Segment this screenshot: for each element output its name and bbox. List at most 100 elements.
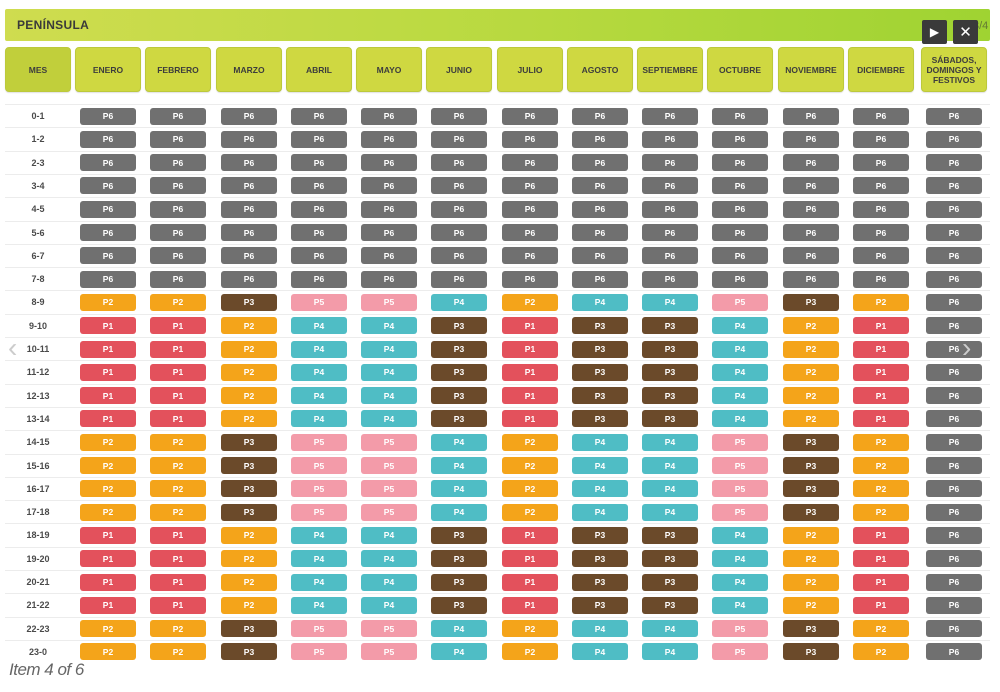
period-badge: P4: [572, 457, 628, 474]
period-badge: P3: [431, 410, 487, 428]
period-badge: P6: [712, 200, 768, 218]
period-badge: P2: [853, 433, 909, 451]
period-badge: P4: [572, 643, 628, 661]
row-divider: [5, 360, 990, 362]
period-badge: P1: [853, 317, 909, 335]
period-badge: P3: [221, 620, 277, 638]
period-badge: P2: [150, 480, 206, 498]
period-badge: P3: [221, 293, 277, 311]
period-badge: P6: [150, 130, 206, 148]
period-badge: P3: [221, 643, 277, 661]
period-badge: P1: [502, 387, 558, 405]
period-badge: P6: [642, 130, 698, 148]
period-badge: P2: [150, 643, 206, 661]
row-hour-label: 22-23: [26, 623, 50, 634]
close-button[interactable]: ✕: [953, 20, 978, 44]
period-badge: P2: [502, 643, 558, 661]
period-badge: P6: [221, 177, 277, 195]
period-badge: P6: [572, 130, 628, 148]
column-header-mes: MES: [5, 47, 71, 92]
period-badge: P3: [572, 363, 628, 381]
period-badge: P6: [926, 550, 982, 568]
period-badge: P4: [712, 317, 768, 335]
period-badge: P6: [926, 457, 982, 474]
period-badge: P5: [291, 433, 347, 451]
period-badge: P1: [853, 387, 909, 405]
period-badge: P4: [361, 317, 417, 335]
period-badge: P4: [642, 620, 698, 638]
period-badge: P4: [361, 573, 417, 591]
period-badge: P4: [642, 503, 698, 521]
period-badge: P6: [150, 224, 206, 241]
period-badge: P4: [642, 293, 698, 311]
row-divider: [5, 243, 990, 245]
period-badge: P3: [431, 573, 487, 591]
row-hour-label: 9-10: [28, 320, 47, 331]
period-badge: P6: [361, 107, 417, 125]
period-badge: P3: [431, 526, 487, 544]
period-badge: P1: [502, 317, 558, 335]
next-arrow-icon[interactable]: ›: [962, 332, 972, 363]
period-badge: P5: [291, 457, 347, 474]
period-badge: P2: [150, 620, 206, 638]
row-hour-label: 14-15: [26, 437, 50, 448]
period-badge: P3: [642, 363, 698, 381]
column-header: OCTUBRE: [707, 47, 773, 92]
window-title: PENÍNSULA: [17, 18, 90, 32]
column-header: NOVIEMBRE: [778, 47, 844, 92]
period-badge: P2: [80, 503, 136, 521]
column-header: ABRIL: [286, 47, 352, 92]
period-badge: P1: [80, 526, 136, 544]
period-badge: P2: [150, 433, 206, 451]
period-badge: P4: [291, 596, 347, 614]
period-badge: P6: [80, 247, 136, 265]
period-badge: P5: [712, 620, 768, 638]
period-badge: P3: [783, 293, 839, 311]
period-badge: P5: [361, 480, 417, 498]
row-divider: [5, 267, 990, 269]
period-badge: P5: [361, 620, 417, 638]
row-divider: [5, 313, 990, 315]
period-badge: P4: [642, 433, 698, 451]
period-badge: P1: [502, 550, 558, 568]
period-badge: P3: [572, 387, 628, 405]
period-badge: P6: [926, 596, 982, 614]
period-badge: P4: [361, 596, 417, 614]
period-badge: P6: [926, 247, 982, 265]
play-button[interactable]: ▶: [922, 20, 947, 44]
period-badge: P4: [291, 340, 347, 358]
period-badge: P2: [783, 596, 839, 614]
period-badge: P6: [502, 200, 558, 218]
period-badge: P2: [150, 293, 206, 311]
period-badge: P1: [150, 317, 206, 335]
period-badge: P2: [853, 457, 909, 474]
period-badge: P6: [221, 130, 277, 148]
prev-arrow-icon[interactable]: ‹: [8, 332, 18, 363]
period-badge: P6: [783, 107, 839, 125]
period-badge: P6: [926, 433, 982, 451]
period-badge: P6: [291, 177, 347, 195]
period-badge: P6: [926, 293, 982, 311]
period-badge: P4: [291, 363, 347, 381]
item-caption: Item 4 of 6: [9, 660, 84, 679]
period-badge: P6: [361, 270, 417, 288]
period-badge: P6: [712, 154, 768, 172]
period-badge: P6: [80, 270, 136, 288]
period-badge: P5: [712, 503, 768, 521]
column-header: JUNIO: [426, 47, 492, 92]
period-badge: P6: [150, 177, 206, 195]
period-badge: P4: [712, 526, 768, 544]
period-badge: P1: [853, 596, 909, 614]
period-badge: P1: [80, 340, 136, 358]
period-badge: P6: [926, 573, 982, 591]
period-badge: P6: [291, 224, 347, 241]
period-badge: P6: [572, 247, 628, 265]
period-badge: P5: [712, 457, 768, 474]
row-hour-label: 8-9: [31, 297, 45, 308]
period-badge: P6: [712, 177, 768, 195]
period-badge: P4: [431, 293, 487, 311]
period-badge: P2: [80, 643, 136, 661]
period-badge: P6: [502, 154, 558, 172]
period-badge: P6: [502, 224, 558, 241]
row-hour-label: 11-12: [26, 367, 50, 378]
